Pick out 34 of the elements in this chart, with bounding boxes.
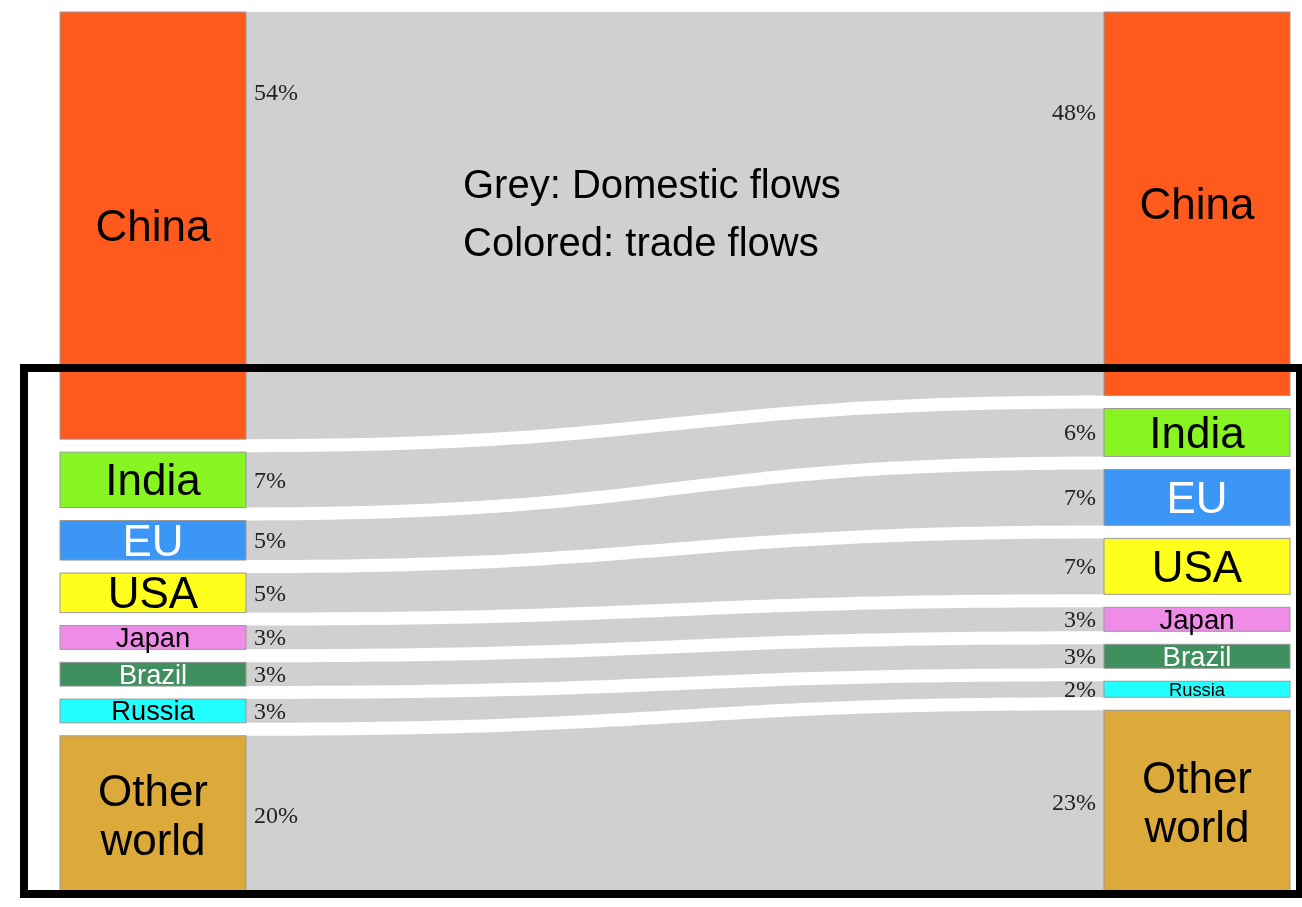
data-label: 5% — [254, 579, 286, 606]
category-label: Brazil — [118, 658, 188, 690]
data-label: 48% — [1052, 99, 1096, 125]
category-label: Other world — [97, 766, 209, 864]
category-label: China — [95, 200, 212, 250]
data-label: 23% — [1052, 789, 1096, 816]
category-label: Russia — [111, 695, 196, 727]
data-label: 7% — [254, 466, 286, 493]
data-label: 3% — [1064, 606, 1096, 633]
text: Grey: Domestic flows — [463, 162, 841, 206]
data-label: 54% — [254, 79, 298, 105]
category-label: India — [1149, 407, 1245, 457]
category-label: Brazil — [1162, 640, 1232, 672]
category-label: EU — [1166, 472, 1228, 522]
data-label: 7% — [1064, 484, 1096, 511]
data-label: 3% — [254, 697, 286, 724]
data-label: 3% — [1064, 643, 1096, 670]
data-label: 3% — [254, 661, 286, 688]
text: Colored: trade flows — [463, 220, 819, 264]
category-label: India — [105, 455, 202, 505]
data-label: 7% — [1064, 553, 1096, 580]
category-label: Russia — [1168, 678, 1226, 700]
category-label: China — [1139, 179, 1255, 229]
data-label: 6% — [1064, 419, 1096, 446]
category-label: Other world — [1141, 753, 1253, 851]
data-label: 20% — [254, 801, 298, 828]
data-label: 3% — [254, 624, 286, 651]
data-label: 5% — [254, 527, 286, 554]
category-label: Japan — [1159, 603, 1235, 635]
category-label: USA — [1151, 541, 1243, 591]
category-label: USA — [107, 568, 199, 618]
category-label: EU — [122, 515, 184, 565]
category-label: Japan — [115, 622, 191, 654]
data-label: 2% — [1064, 676, 1096, 703]
